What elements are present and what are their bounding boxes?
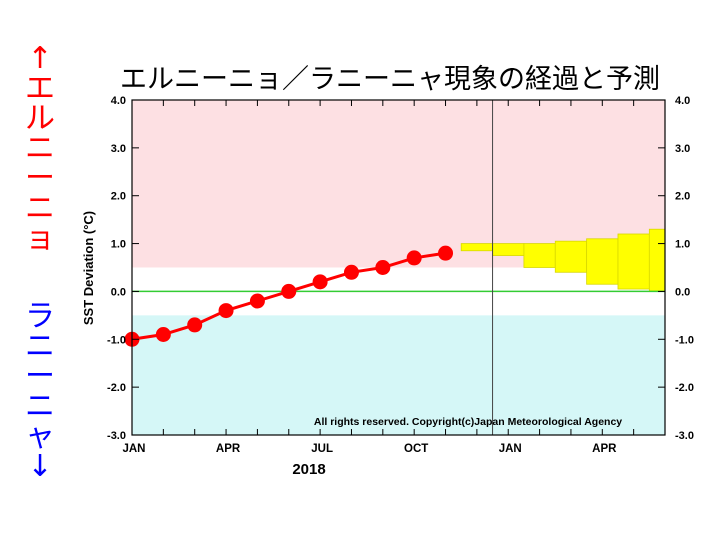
la-nina-char: ニ [25, 329, 55, 364]
forecast-band [492, 243, 525, 256]
observed-point [281, 283, 297, 299]
y-tick-label: -3.0 [107, 430, 126, 442]
y-tick-label: 3.0 [111, 143, 126, 155]
el-nino-char: ニ [25, 131, 55, 166]
y-tick-label: 2.0 [111, 191, 126, 203]
y-tick-label: -1.0 [107, 334, 126, 346]
y-tick-label: 1.0 [111, 239, 126, 251]
background-zones [132, 100, 665, 435]
observed-series [124, 245, 454, 347]
la-nina-char: ニ [25, 389, 55, 424]
x-tick-label: JAN [499, 443, 522, 455]
y-tick-label: 4.0 [111, 95, 126, 107]
y-tick-label-right: -3.0 [675, 430, 694, 442]
plot-frame [131, 99, 666, 436]
chart-title: エルニーニョ／ラニーニャ現象の経過と予測 [120, 64, 660, 95]
x-tick-label: JUL [311, 443, 333, 455]
y-tick-label-right: 1.0 [675, 239, 690, 251]
x-tick-label: APR [592, 443, 617, 455]
observed-point [375, 260, 391, 275]
el-nino-side-label: ↑ エルニーニョ [22, 44, 58, 254]
la-nina-char: ャ [25, 419, 55, 454]
y-tick-label-right: 0.0 [675, 286, 690, 298]
y-tick-label-right: 3.0 [675, 143, 690, 155]
observed-point [155, 327, 171, 342]
y-tick-label-right: -2.0 [675, 382, 694, 394]
observed-point [406, 250, 422, 266]
la-nina-zone [132, 315, 665, 435]
forecast-band [648, 228, 666, 292]
y-axis-label: SST Deviation (°C) [81, 211, 96, 325]
forecast-band [586, 238, 619, 285]
y-tick-label-right: 2.0 [675, 191, 690, 203]
observed-point [187, 317, 203, 333]
la-nina-char: ↓ [27, 449, 53, 484]
el-nino-char: エ [25, 71, 55, 106]
y-tick-label: 0.0 [111, 286, 126, 298]
x-tick-label: OCT [404, 443, 428, 455]
forecast-band [554, 240, 588, 273]
copyright-notice: All rights reserved. Copyright(c)Japan M… [314, 416, 622, 428]
forecast-band [460, 243, 493, 252]
x-axis-year-label: 2018 [292, 461, 325, 478]
forecast-bands [460, 228, 666, 292]
observed-point [218, 303, 234, 319]
y-tick-label-right: 4.0 [675, 95, 690, 107]
observed-point [343, 264, 359, 280]
forecast-band [523, 243, 556, 268]
y-tick-label: -2.0 [107, 382, 126, 394]
el-nino-char: ー [25, 161, 55, 196]
x-tick-label: JAN [122, 443, 145, 455]
el-nino-char: ョ [25, 221, 55, 256]
y-tick-label-right: -1.0 [675, 334, 694, 346]
la-nina-char: ラ [25, 299, 55, 334]
x-tick-label: APR [216, 443, 241, 455]
axes: 4.0 4.0 3.0 3.0 2.0 2.0 1.0 1.0 0.0 0.0 -1.0 -1.0 -2… [107, 95, 694, 455]
el-nino-char: ニ [25, 191, 55, 226]
el-nino-char: ル [25, 101, 55, 136]
reference-lines [132, 100, 665, 435]
observed-point [312, 274, 328, 290]
la-nina-char: ー [25, 359, 55, 394]
observed-point [249, 293, 265, 309]
forecast-band [617, 233, 650, 290]
el-nino-zone [132, 100, 665, 268]
observed-point [438, 245, 454, 261]
la-nina-side-label: ラニーニャ ↓ [22, 302, 58, 482]
el-nino-char: ↑ [27, 41, 53, 76]
